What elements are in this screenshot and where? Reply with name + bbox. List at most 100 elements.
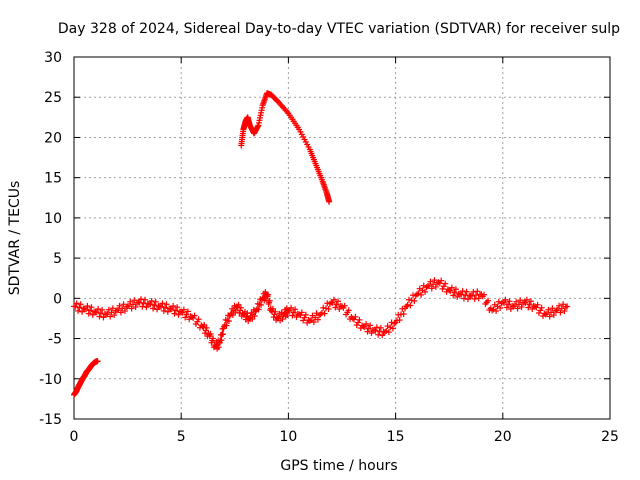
- data-point: [75, 307, 82, 314]
- data-point: [85, 310, 92, 317]
- data-point: [293, 314, 300, 321]
- data-point: [426, 282, 433, 289]
- data-point: [406, 296, 412, 303]
- data-point: [505, 301, 512, 308]
- data-point: [538, 304, 545, 311]
- data-point: [341, 302, 348, 309]
- data-point: [544, 310, 551, 317]
- data-point: [298, 309, 305, 316]
- data-point: [84, 302, 91, 309]
- data-point: [142, 296, 149, 303]
- data-point: [556, 302, 563, 309]
- data-point: [183, 311, 190, 318]
- data-point: [115, 306, 122, 313]
- y-axis-label: SDTVAR / TECUs: [7, 181, 23, 296]
- data-point: [151, 302, 158, 309]
- data-point: [73, 300, 80, 307]
- data-point: [79, 308, 86, 315]
- data-point: [507, 305, 514, 312]
- data-point: [170, 302, 177, 309]
- data-point: [330, 296, 337, 303]
- axis-ticks: 0 5 10 15 20 25 -15 -10 -5 0 5 10 15 20 25 30: [39, 50, 619, 445]
- data-point: [89, 311, 96, 318]
- data-point: [557, 309, 564, 316]
- data-point: [195, 316, 202, 323]
- data-point: [301, 314, 308, 321]
- data-point: [266, 297, 273, 304]
- data-point: [368, 330, 375, 337]
- data-point: [375, 331, 382, 338]
- data-point: [289, 312, 296, 319]
- data-point: [485, 297, 492, 304]
- data-point: [383, 327, 390, 334]
- data-point: [237, 304, 244, 311]
- data-point: [77, 301, 84, 308]
- data-point: [474, 288, 481, 295]
- data-point: [121, 308, 128, 315]
- data-point: [128, 305, 135, 312]
- data-point: [475, 295, 482, 302]
- data-point: [184, 308, 191, 315]
- data-point: [376, 328, 383, 335]
- data-point: [182, 314, 189, 321]
- data-point: [564, 303, 571, 310]
- data-point: [237, 307, 244, 314]
- data-point: [175, 311, 182, 318]
- data-point: [387, 324, 394, 331]
- data-point: [422, 288, 429, 295]
- data-point: [139, 303, 146, 310]
- data-point: [119, 305, 126, 312]
- data-point: [148, 297, 155, 304]
- data-point: [324, 300, 331, 307]
- data-point: [438, 277, 445, 284]
- data-point: [481, 291, 488, 298]
- data-point: [535, 310, 542, 317]
- y-tick-label: -5: [48, 332, 62, 348]
- data-point: [355, 319, 362, 326]
- data-point: [470, 288, 477, 295]
- data-point: [136, 299, 143, 306]
- data-point: [225, 318, 232, 325]
- data-point: [560, 301, 567, 308]
- x-tick-label: 10: [279, 429, 297, 445]
- data-point: [172, 307, 179, 314]
- data-point: [526, 301, 533, 308]
- data-point: [104, 310, 111, 317]
- data-point: [468, 292, 475, 299]
- data-point: [306, 317, 313, 324]
- x-tick-label: 15: [387, 429, 405, 445]
- data-point: [414, 291, 421, 298]
- chart-title: Day 328 of 2024, Sidereal Day-to-day VTE…: [58, 21, 620, 37]
- data-point: [255, 306, 262, 313]
- data-point: [188, 313, 195, 320]
- data-point: [361, 323, 368, 330]
- data-point: [548, 309, 555, 316]
- data-point: [326, 198, 333, 205]
- data-point: [439, 285, 446, 292]
- data-point: [464, 296, 471, 303]
- data-point: [297, 312, 304, 319]
- data-point: [367, 322, 374, 329]
- data-point: [129, 301, 136, 308]
- data-point: [232, 309, 239, 316]
- data-point: [286, 307, 293, 314]
- data-point: [83, 306, 90, 313]
- data-point: [451, 289, 458, 296]
- data-point: [158, 303, 165, 310]
- data-point: [489, 307, 496, 314]
- data-point: [513, 298, 520, 305]
- data-point: [179, 309, 186, 316]
- data-point: [329, 299, 336, 306]
- data-point: [418, 291, 425, 298]
- data-point: [271, 311, 278, 318]
- data-point: [201, 321, 208, 328]
- data-point: [131, 297, 138, 304]
- data-point: [300, 317, 307, 324]
- x-tick-label: 0: [70, 429, 79, 445]
- data-point: [525, 304, 532, 311]
- data-point: [334, 298, 341, 305]
- data-points: [71, 90, 571, 398]
- data-point: [76, 304, 83, 311]
- data-point: [258, 301, 265, 308]
